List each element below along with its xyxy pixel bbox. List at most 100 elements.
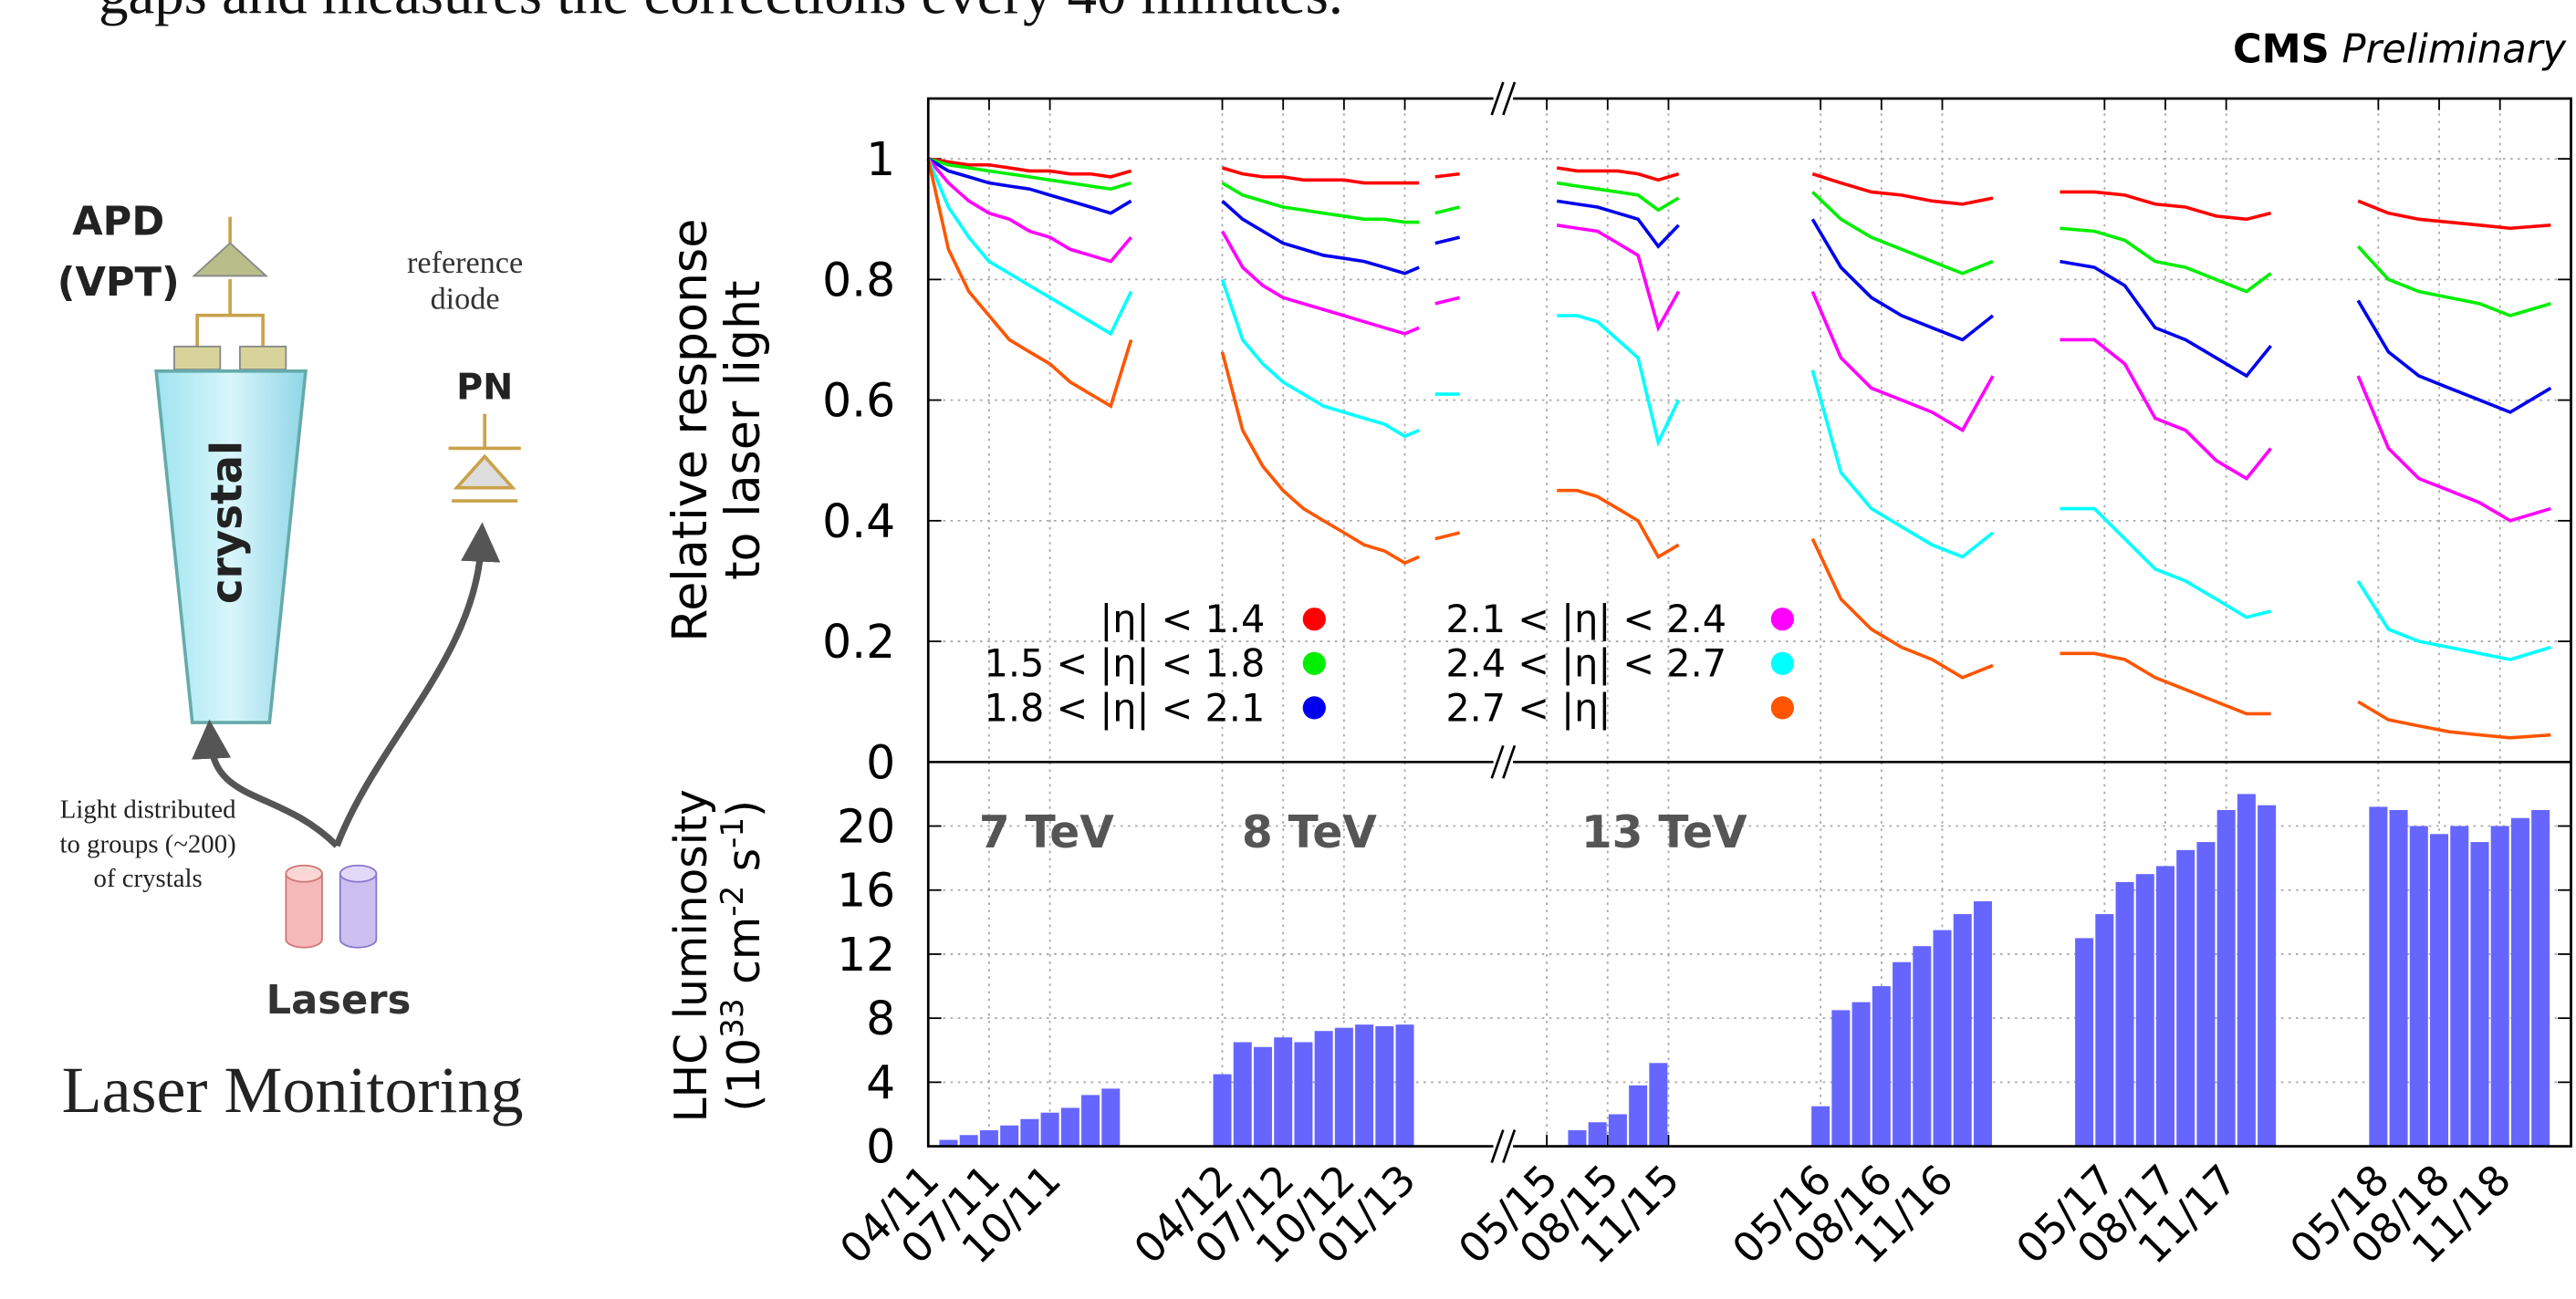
bar: [1629, 1085, 1648, 1147]
reference-label: diode: [431, 282, 500, 316]
crystal-shape: [154, 369, 308, 724]
unit: (10: [719, 1038, 770, 1112]
y-tick-label: 0.4: [822, 494, 895, 548]
legend-marker: [1770, 608, 1794, 631]
bar: [1872, 986, 1891, 1147]
series-line: [926, 158, 2551, 661]
legend-label: 2.7 < |η|: [1445, 686, 1611, 730]
series-line: [927, 157, 2551, 231]
bar: [1294, 1042, 1313, 1147]
light-label: to groups (~200): [60, 829, 236, 858]
laser: [285, 872, 323, 949]
unit: 33: [714, 998, 751, 1038]
bar: [2176, 849, 2195, 1147]
preliminary: Preliminary: [2342, 26, 2568, 72]
laser: [339, 864, 378, 883]
pn-label: PN: [456, 366, 513, 408]
apd-wires: [195, 279, 265, 348]
bar: [1893, 961, 1912, 1147]
bar: [2389, 809, 2408, 1147]
bar: [1649, 1063, 1668, 1147]
bar: [2450, 826, 2469, 1147]
y-tick-label: 12: [837, 928, 895, 982]
y-tick-label: 8: [866, 992, 895, 1045]
apd-label: (VPT): [57, 260, 180, 306]
bar: [1953, 914, 1972, 1147]
crystal-label: crystal: [203, 441, 253, 604]
legend-label: 2.4 < |η| < 2.7: [1445, 642, 1726, 686]
bar: [2095, 914, 2114, 1147]
arrow: [192, 719, 339, 848]
diagram: APD (VPT) crystal reference diode PN Lig…: [57, 199, 524, 1126]
legend-marker: [1302, 696, 1326, 720]
bar: [2216, 809, 2236, 1147]
bar: [1608, 1114, 1627, 1147]
y-tick-label: 4: [866, 1055, 895, 1109]
lasers-label: Lasers: [266, 978, 412, 1024]
legend-marker: [1770, 651, 1794, 675]
bar: [1933, 930, 1952, 1147]
light-label: Light distributed: [60, 795, 236, 825]
unit: ): [719, 800, 770, 817]
y-axis-title: (1033 cm-2 s-1): [714, 800, 770, 1112]
series-line: [927, 157, 2551, 317]
bar: [1213, 1074, 1232, 1147]
cms: CMS: [2233, 26, 2330, 72]
annotation: 8 TeV: [1242, 807, 1377, 858]
bar: [2237, 794, 2256, 1147]
arrow: [333, 522, 501, 847]
frame: [926, 97, 2572, 1148]
laser: [339, 872, 378, 949]
annotation: 7 TeV: [979, 807, 1114, 858]
bar: [1060, 1107, 1079, 1147]
legend-label: 1.8 < |η| < 2.1: [985, 686, 1266, 730]
bar: [979, 1130, 998, 1147]
unit: s: [719, 848, 770, 886]
axis-break: [1490, 1129, 1517, 1164]
bar: [1274, 1037, 1293, 1147]
bar: [2155, 866, 2174, 1147]
legend-marker: [1770, 696, 1794, 720]
y-tick-label: 0.2: [822, 615, 895, 669]
legend-label: 2.1 < |η| < 2.4: [1445, 598, 1726, 641]
y-tick-label: 0.8: [822, 253, 895, 307]
light-label: of crystals: [94, 864, 203, 893]
laser: [285, 864, 323, 883]
bar: [2196, 842, 2216, 1147]
y-tick-label: 20: [837, 800, 895, 854]
bar: [2258, 805, 2277, 1147]
legend-marker: [1302, 651, 1326, 675]
apd-triangle: [192, 242, 269, 277]
bar: [2369, 806, 2388, 1147]
bar: [1314, 1031, 1333, 1147]
bar: [1101, 1088, 1121, 1147]
bar: [1831, 1010, 1851, 1147]
bar: [1253, 1046, 1272, 1147]
axis-break: [1490, 81, 1517, 116]
y-tick-label: 0.6: [822, 374, 895, 428]
bar: [2510, 817, 2529, 1147]
apd-pad: [239, 345, 287, 370]
bar: [1851, 1002, 1871, 1147]
unit: -1: [714, 817, 751, 848]
bar: [1000, 1125, 1019, 1147]
legend-label: |η| < 1.4: [1100, 598, 1265, 641]
pn-diode: [448, 413, 521, 503]
bar: [1040, 1112, 1059, 1147]
annotation: 13 TeV: [1581, 807, 1747, 858]
bar: [1233, 1042, 1252, 1147]
bar: [1588, 1122, 1607, 1147]
bar: [1334, 1027, 1353, 1147]
bar: [2409, 826, 2428, 1147]
bar: [1973, 901, 1992, 1147]
unit: -2: [714, 886, 751, 917]
unit: cm: [719, 917, 770, 999]
series-line: [927, 157, 2552, 414]
y-tick-label: 16: [837, 864, 895, 918]
bar: [2430, 834, 2449, 1147]
series-line: [926, 158, 2551, 740]
bar: [2470, 842, 2489, 1147]
bar: [1811, 1106, 1830, 1147]
